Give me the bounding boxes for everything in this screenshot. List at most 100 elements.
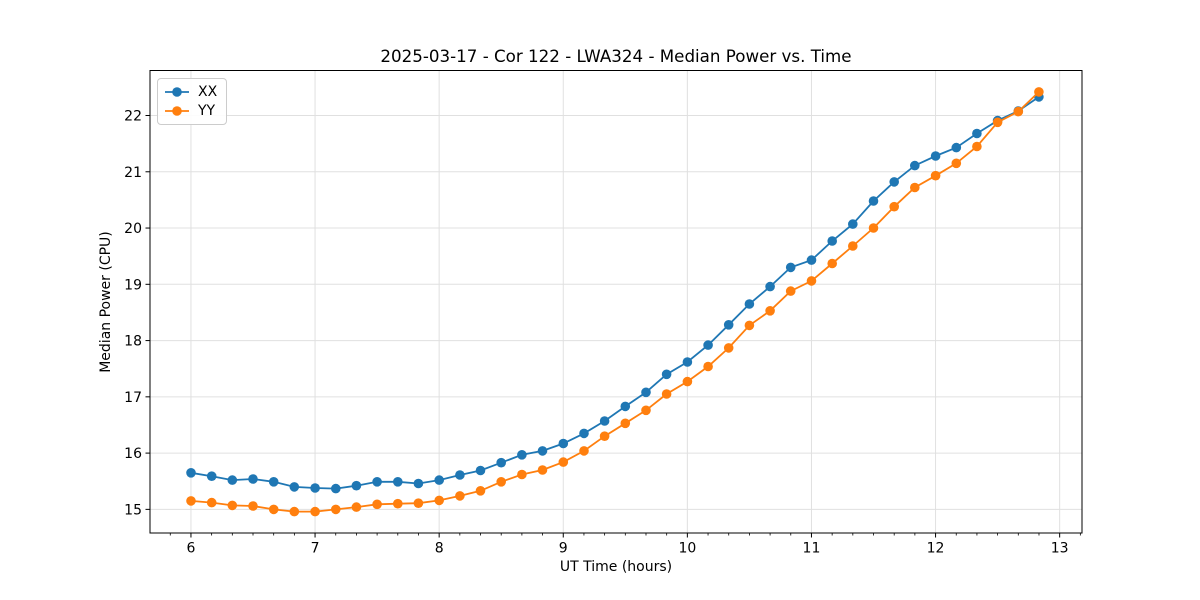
y-tick-label: 22 bbox=[124, 109, 142, 125]
data-point-xx bbox=[765, 281, 775, 292]
data-point-yy bbox=[206, 497, 217, 508]
y-tick-label: 15 bbox=[124, 502, 142, 518]
data-point-xx bbox=[579, 428, 589, 439]
data-point-yy bbox=[186, 496, 196, 506]
data-point-xx bbox=[455, 470, 465, 480]
data-point-yy bbox=[848, 241, 858, 251]
data-point-yy bbox=[434, 495, 445, 506]
data-point-xx bbox=[517, 450, 527, 460]
x-tick-label: 12 bbox=[927, 541, 945, 557]
data-point-yy bbox=[517, 469, 527, 480]
data-point-yy bbox=[723, 343, 734, 353]
data-point-yy bbox=[1013, 106, 1024, 117]
data-point-yy bbox=[351, 502, 362, 512]
x-tick-label: 7 bbox=[311, 541, 320, 557]
data-point-yy bbox=[930, 170, 941, 181]
data-point-yy bbox=[951, 158, 962, 169]
data-point-yy bbox=[972, 141, 982, 152]
data-point-yy bbox=[703, 361, 713, 372]
data-point-xx bbox=[723, 320, 734, 330]
data-point-xx bbox=[972, 128, 982, 139]
data-point-xx bbox=[661, 369, 672, 380]
data-point-xx bbox=[889, 177, 899, 187]
data-point-xx bbox=[620, 401, 631, 412]
data-point-yy bbox=[765, 306, 775, 316]
y-tick-label: 17 bbox=[124, 390, 142, 406]
data-point-yy bbox=[558, 457, 569, 467]
data-point-xx bbox=[227, 475, 238, 485]
data-point-yy bbox=[413, 498, 424, 509]
x-tick-label: 11 bbox=[803, 541, 821, 557]
data-point-xx bbox=[372, 477, 382, 487]
data-point-xx bbox=[537, 446, 548, 456]
data-point-xx bbox=[599, 416, 610, 426]
data-point-yy bbox=[372, 499, 382, 510]
y-tick-label: 20 bbox=[124, 221, 142, 237]
data-point-yy bbox=[268, 504, 279, 515]
x-tick-label: 13 bbox=[1051, 541, 1069, 557]
y-tick-label: 16 bbox=[124, 446, 142, 462]
data-point-yy bbox=[744, 320, 755, 331]
y-tick-label: 18 bbox=[124, 334, 142, 350]
data-point-xx bbox=[827, 236, 837, 246]
data-point-yy bbox=[641, 405, 651, 416]
data-point-xx bbox=[744, 299, 755, 309]
series-line-yy bbox=[190, 91, 1040, 513]
data-point-xx bbox=[248, 474, 258, 484]
legend-item-yy: YY bbox=[164, 103, 217, 119]
x-tick-label: 8 bbox=[435, 541, 444, 557]
data-point-yy bbox=[537, 465, 548, 475]
data-point-xx bbox=[206, 471, 217, 482]
data-point-yy bbox=[475, 486, 486, 496]
data-point-yy bbox=[227, 500, 238, 511]
legend-swatch-yy bbox=[165, 106, 189, 116]
data-point-xx bbox=[310, 483, 320, 493]
data-point-xx bbox=[682, 357, 693, 367]
data-point-xx bbox=[558, 438, 569, 449]
data-point-yy bbox=[910, 182, 920, 193]
data-point-xx bbox=[331, 483, 341, 494]
legend: XX YY bbox=[157, 78, 228, 126]
data-point-xx bbox=[868, 196, 879, 206]
data-point-yy bbox=[331, 504, 341, 515]
data-point-yy bbox=[992, 117, 1003, 128]
data-point-yy bbox=[496, 477, 507, 487]
data-point-yy bbox=[827, 258, 837, 269]
legend-label: YY bbox=[198, 103, 216, 120]
data-point-yy bbox=[661, 389, 672, 399]
data-point-xx bbox=[393, 477, 403, 487]
data-point-xx bbox=[806, 255, 817, 265]
data-point-xx bbox=[785, 262, 796, 273]
data-point-xx bbox=[951, 142, 962, 153]
x-tick-label: 9 bbox=[559, 541, 568, 557]
data-point-xx bbox=[268, 477, 279, 487]
data-point-xx bbox=[910, 160, 920, 171]
data-point-xx bbox=[496, 457, 507, 468]
legend-swatch-xx bbox=[165, 87, 189, 97]
data-point-xx bbox=[703, 340, 713, 350]
data-point-yy bbox=[579, 446, 589, 456]
data-point-xx bbox=[186, 468, 196, 478]
data-point-yy bbox=[682, 376, 693, 387]
data-point-xx bbox=[351, 480, 362, 491]
data-point-xx bbox=[848, 219, 858, 229]
data-point-yy bbox=[599, 431, 610, 442]
data-point-yy bbox=[1034, 87, 1044, 97]
data-point-yy bbox=[455, 491, 465, 501]
data-point-yy bbox=[393, 498, 403, 509]
data-point-xx bbox=[641, 387, 651, 398]
y-tick-label: 21 bbox=[124, 165, 142, 181]
x-tick-label: 6 bbox=[186, 541, 195, 557]
data-point-yy bbox=[289, 506, 300, 517]
y-tick-label: 19 bbox=[124, 277, 142, 293]
data-point-yy bbox=[889, 201, 899, 212]
data-point-yy bbox=[620, 418, 631, 429]
data-point-xx bbox=[413, 478, 424, 489]
data-point-xx bbox=[434, 475, 445, 485]
data-point-yy bbox=[868, 223, 879, 233]
legend-label: XX bbox=[198, 84, 218, 100]
data-point-yy bbox=[785, 286, 796, 296]
data-point-xx bbox=[930, 151, 941, 161]
